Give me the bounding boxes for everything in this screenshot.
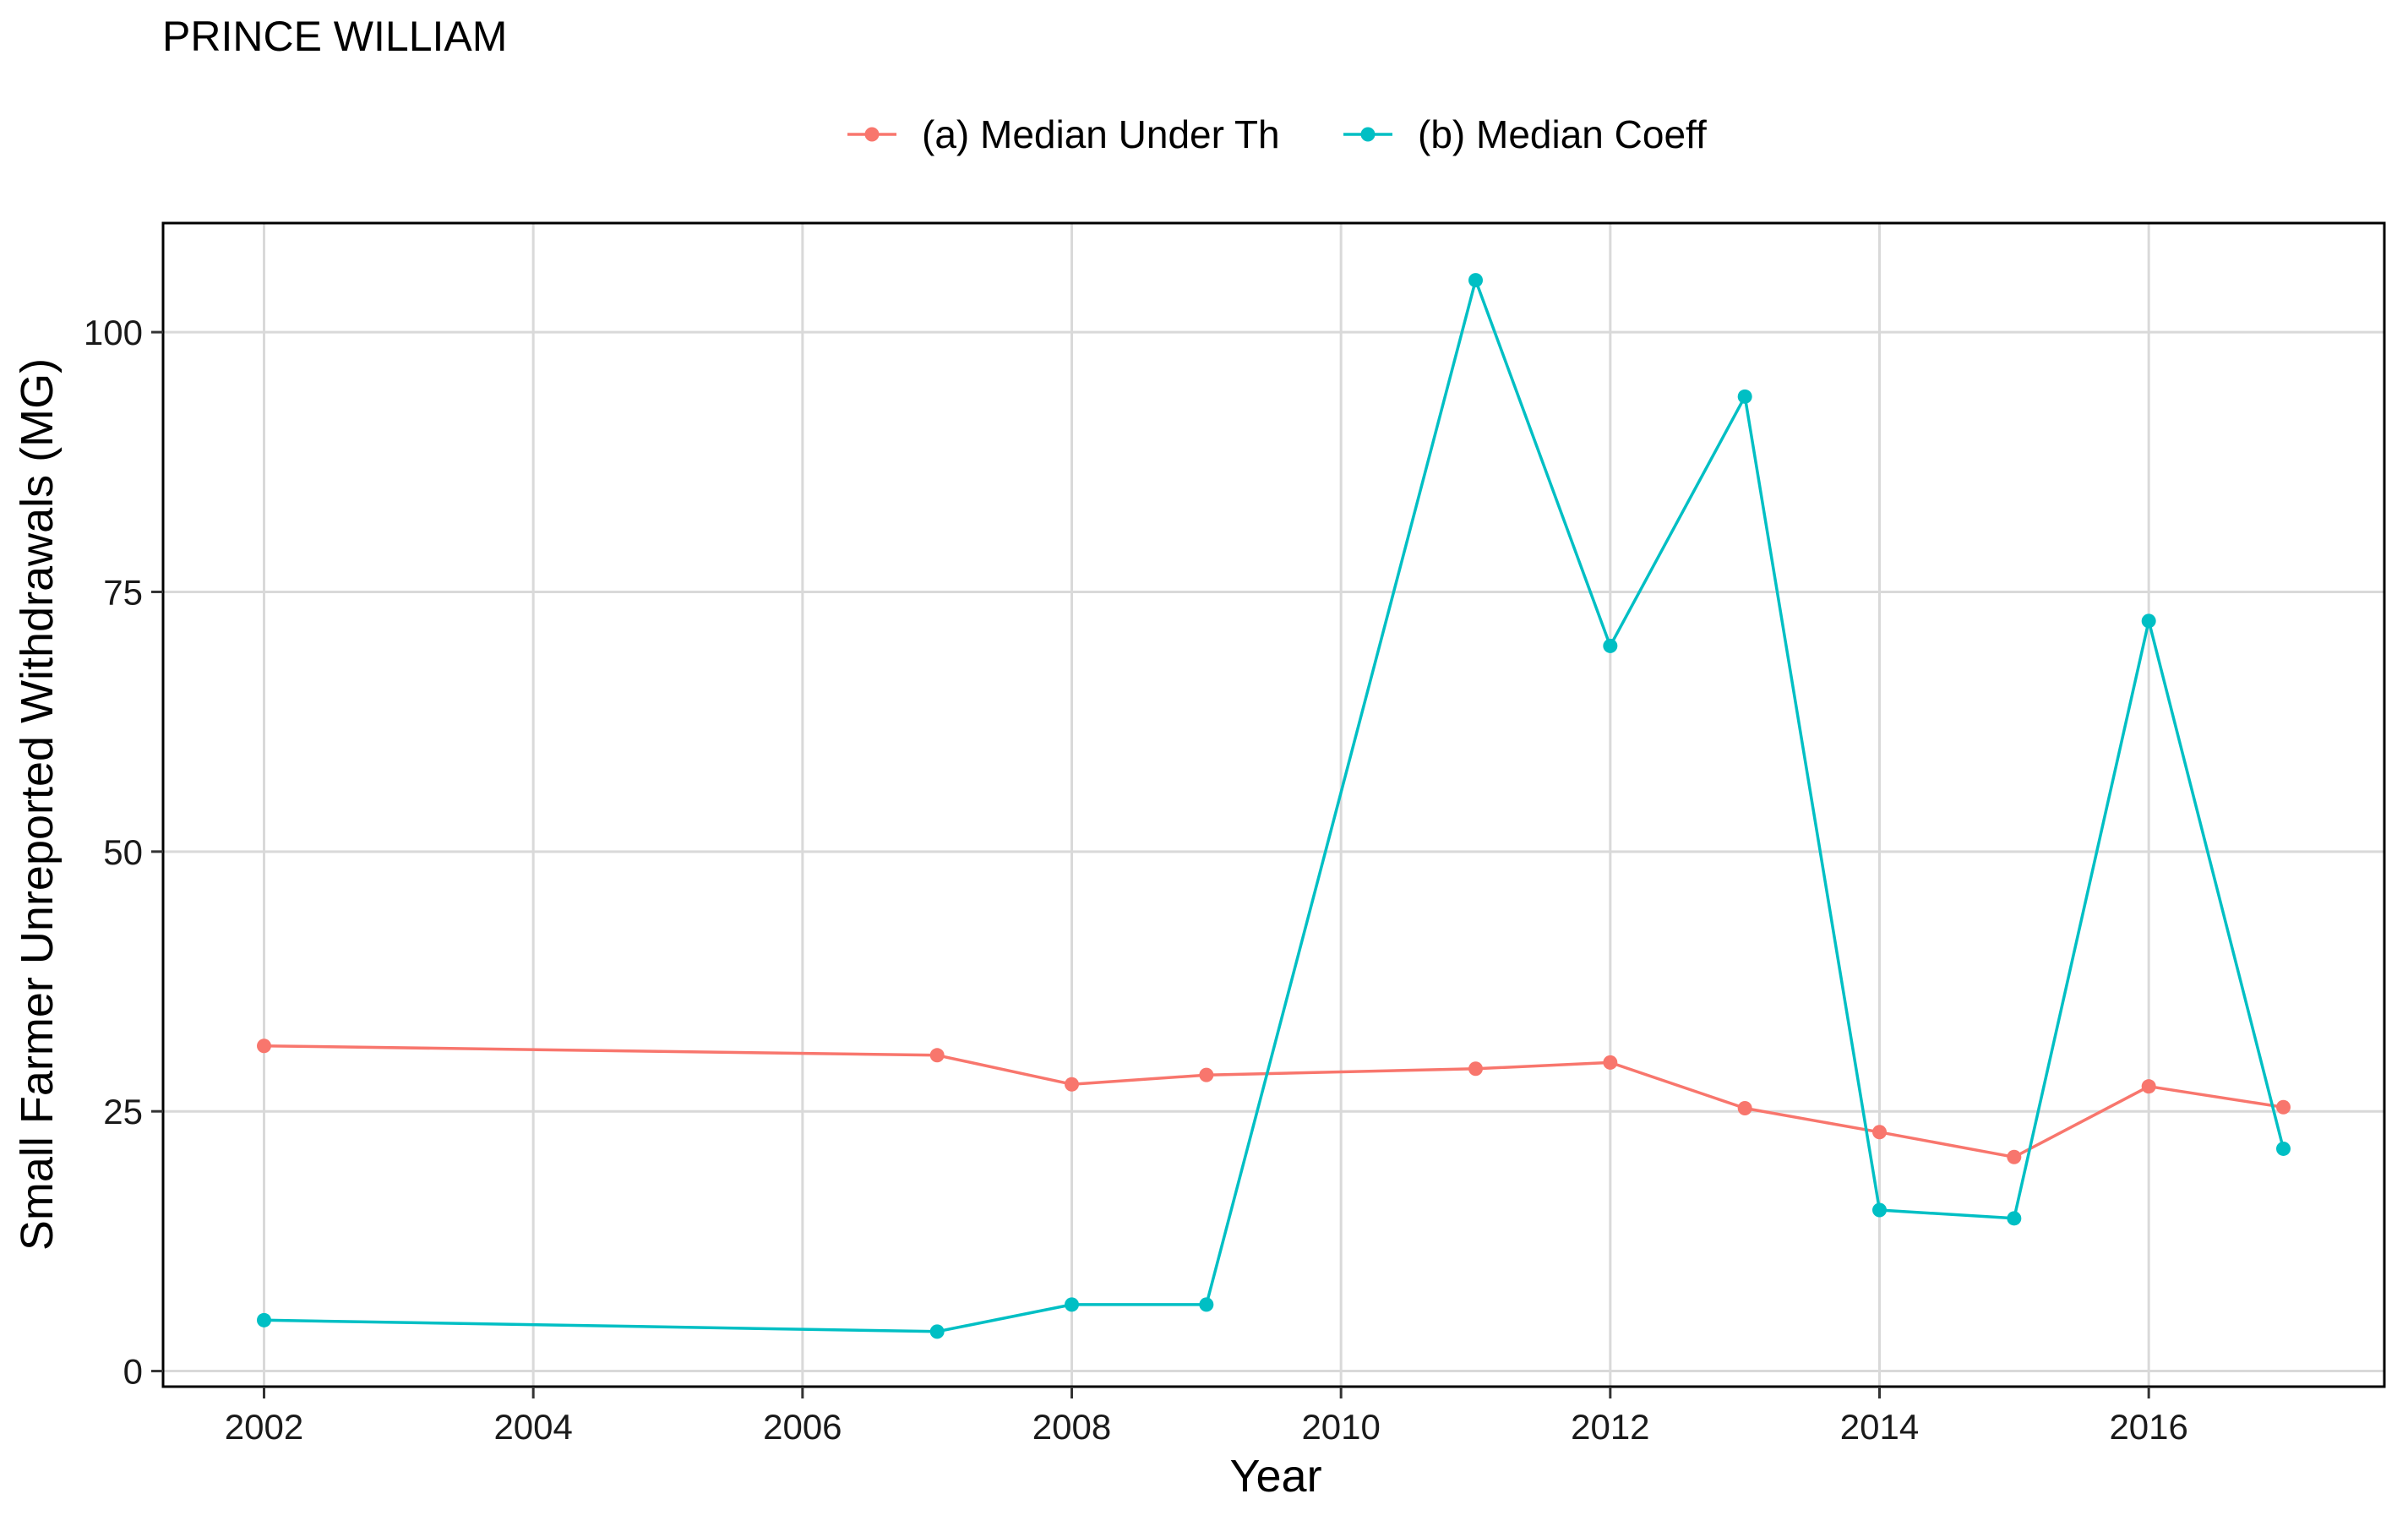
x-tick-label: 2008 [1032,1407,1111,1447]
y-tick-label: 0 [123,1352,143,1392]
data-point [1603,1055,1618,1070]
legend-label: (b) Median Coeff [1418,112,1707,156]
data-point [2007,1149,2022,1164]
data-point [1199,1067,1214,1082]
plot-border [161,221,2386,1388]
data-point [2141,613,2156,629]
x-tick-label: 2012 [1571,1407,1649,1447]
y-tick-label: 25 [103,1092,143,1131]
data-point [1065,1077,1079,1092]
x-tick-label: 2010 [1301,1407,1380,1447]
y-tick-label: 75 [103,572,143,612]
data-point [2141,1079,2156,1094]
data-point [2276,1099,2291,1115]
x-tick-label: 2006 [763,1407,842,1447]
x-axis-title: Year [1229,1451,1321,1502]
series-layer [257,273,2291,1339]
data-point [929,1324,945,1339]
grid [163,223,2384,1387]
x-tick-label: 2004 [493,1407,572,1447]
legend-key-point [1360,127,1376,142]
data-point [1468,273,1483,288]
x-tick-label: 2014 [1840,1407,1919,1447]
data-point [1603,638,1618,653]
data-point [1468,1061,1483,1077]
y-axis-title: Small Farmer Unreported Withdrawals (MG) [12,358,63,1251]
legend-key-point [864,127,880,142]
x-tick-label: 2016 [2109,1407,2187,1447]
chart-title: PRINCE WILLIAM [162,13,507,60]
data-point [1199,1297,1214,1312]
data-point [1872,1125,1887,1140]
x-tick-label: 2002 [225,1407,303,1447]
data-point [1872,1202,1887,1218]
data-point [257,1312,271,1327]
axes: 2002 2004 2006 2008 2010 2012 2014 2016 0 25 50 75 1… [84,313,2188,1447]
data-point [2007,1211,2022,1226]
legend: (a) Median Under Th (b) Median Coeff [847,112,1707,156]
data-point [2276,1141,2291,1156]
y-tick-label: 100 [84,313,143,352]
data-point [929,1048,945,1063]
data-point [1737,1101,1752,1116]
data-point [1065,1297,1079,1312]
data-point [1737,389,1752,404]
y-tick-label: 50 [103,832,143,872]
data-point [257,1039,271,1054]
legend-label: (a) Median Under Th [922,112,1280,156]
